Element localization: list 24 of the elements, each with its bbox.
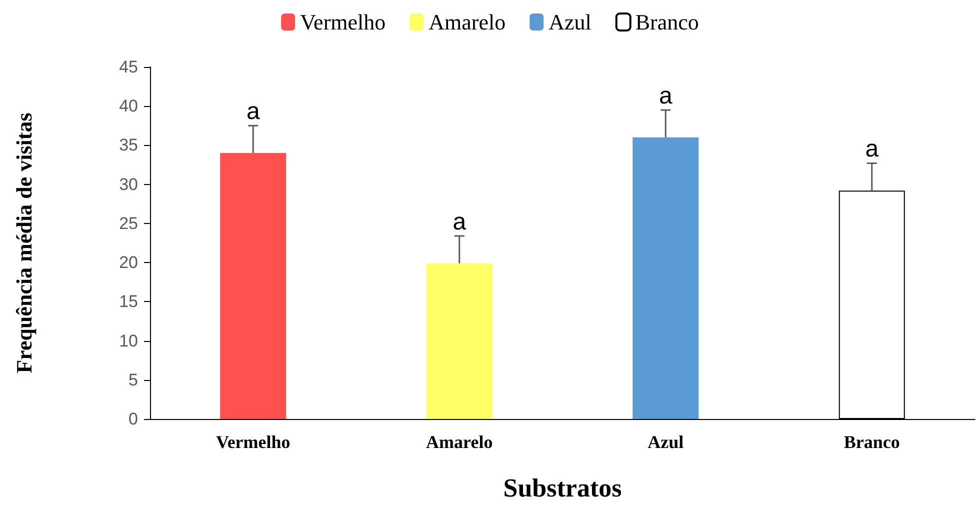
y-tick-label: 20: [119, 253, 138, 272]
y-tick-label: 30: [119, 174, 138, 194]
legend-label: Branco: [635, 10, 699, 34]
y-tick-label: 10: [119, 331, 138, 350]
y-tick-label: 40: [119, 96, 138, 116]
annotation: a: [452, 208, 467, 236]
y-tick-label: 15: [119, 292, 138, 312]
y-axis-title: Frequência média de visitas: [12, 112, 36, 374]
annotation: a: [246, 98, 260, 126]
y-tick-label: 25: [119, 214, 138, 233]
y-tick-label: 0: [128, 410, 138, 428]
x-tick-label: Amarelo: [426, 432, 493, 452]
x-tick-label: Azul: [648, 432, 684, 452]
y-tick-label: 35: [119, 136, 138, 155]
annotation: a: [658, 82, 673, 110]
legend-label: Amarelo: [428, 10, 506, 34]
x-tick-label: Branco: [844, 432, 900, 452]
legend-label: Azul: [548, 10, 592, 34]
x-axis-title: Substratos: [503, 474, 622, 502]
legend-label: Vermelho: [300, 10, 386, 34]
y-tick-label: 45: [119, 58, 138, 76]
x-tick-label: Vermelho: [216, 432, 290, 452]
y-tick-label: 5: [128, 370, 138, 390]
annotation: a: [865, 136, 880, 163]
